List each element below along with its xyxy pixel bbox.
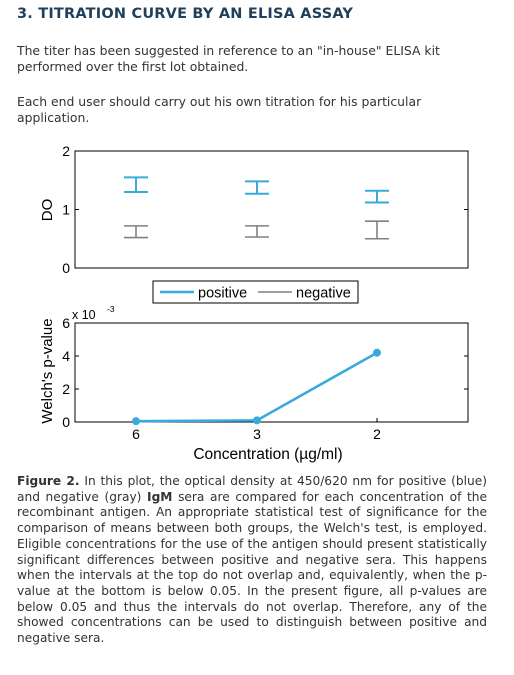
pvalue-point (132, 417, 140, 426)
pvalue-point (373, 348, 381, 357)
do-interval-plot: DO 0 1 2 (39, 143, 469, 276)
top-y-tick-label: 1 (62, 202, 70, 218)
bottom-y-tick-label: 6 (62, 315, 70, 331)
usage-paragraph: Each end user should carry out his own t… (17, 94, 422, 125)
y-scale-factor: x 10 (72, 308, 96, 322)
top-y-tick-label: 2 (62, 143, 70, 159)
pvalue-series-line (135, 351, 378, 423)
figure-caption: Figure 2. In this plot, the optical dens… (17, 474, 487, 647)
negative-interval (245, 225, 269, 238)
x-tick-label: 2 (373, 426, 381, 442)
pvalue-line-plot: x 10 -3 Welch's p-value 0 2 4 6 6 3 2 Concent… (39, 304, 469, 463)
legend-box (152, 280, 359, 304)
bottom-y-tick-label: 4 (62, 348, 70, 364)
pvalue-point (253, 416, 261, 425)
caption-label: Figure 2. (17, 474, 80, 488)
top-y-tick-label: 0 (62, 260, 70, 276)
section-title: 3. TITRATION CURVE BY AN ELISA ASSAY (17, 6, 354, 22)
caption-text-2: sera are compared for each concentration… (17, 489, 487, 646)
titration-figure: DO 0 1 2 positive negative x 10 -3 Welch's… (39, 143, 469, 463)
intro-paragraph: The titer has been suggested in referenc… (17, 43, 440, 74)
x-axis-label: Concentration (µg/ml) (193, 446, 342, 463)
legend-negative-label: negative (296, 286, 351, 302)
caption-bold-term: IgM (147, 489, 173, 504)
x-tick-label: 6 (132, 426, 140, 442)
bottom-plot-frame (74, 322, 469, 423)
negative-interval (124, 225, 148, 239)
positive-interval (365, 189, 389, 204)
top-plot-frame (74, 150, 469, 269)
x-tick-label: 3 (253, 426, 261, 442)
bottom-y-tick-label: 0 (62, 414, 70, 430)
positive-interval (124, 176, 148, 193)
caption-text-1: In this plot, the optical density at 450… (17, 474, 487, 504)
legend: positive negative (152, 280, 359, 304)
legend-positive-label: positive (198, 286, 247, 302)
bottom-y-axis-label: Welch's p-value (39, 318, 56, 423)
bottom-y-tick-label: 2 (62, 381, 70, 397)
negative-interval (365, 220, 389, 240)
top-y-axis-label: DO (39, 199, 56, 222)
y-scale-exponent: -3 (107, 304, 115, 314)
positive-interval (245, 180, 269, 195)
